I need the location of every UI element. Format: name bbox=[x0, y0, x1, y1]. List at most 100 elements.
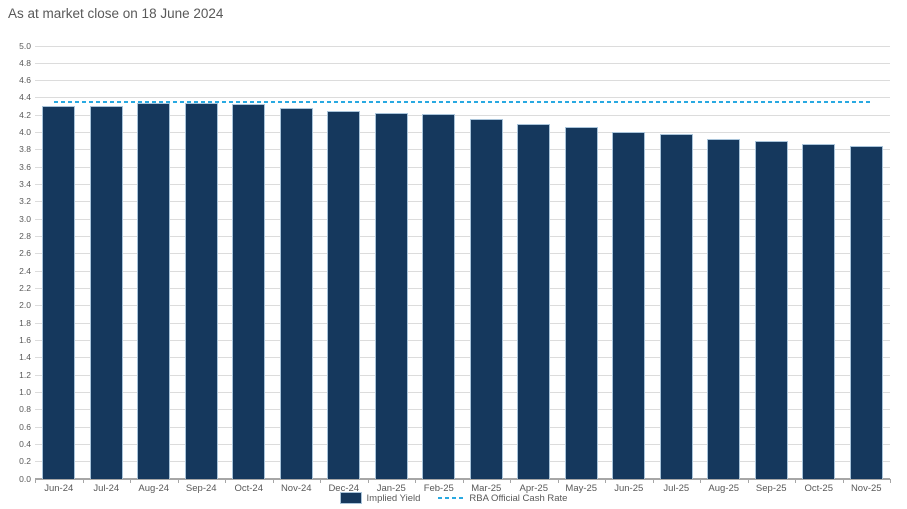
bar-aug-25 bbox=[707, 138, 741, 479]
bar-aug-24 bbox=[137, 103, 171, 479]
y-axis-label-3.6: 3.6 bbox=[19, 161, 31, 172]
plot-area bbox=[35, 45, 890, 480]
legend-label-implied-yield: Implied Yield bbox=[366, 492, 421, 504]
x-axis-tick bbox=[652, 479, 654, 483]
gridline-3.6 bbox=[35, 166, 890, 168]
x-axis-label-dec-24: Dec-24 bbox=[328, 483, 360, 494]
gridline-4.6 bbox=[35, 80, 890, 82]
y-axis-label-2.8: 2.8 bbox=[19, 231, 31, 242]
bar-nov-24 bbox=[279, 107, 313, 479]
y-axis-label-4.2: 4.2 bbox=[19, 109, 31, 120]
y-axis-label-1.4: 1.4 bbox=[19, 352, 31, 363]
gridline-0.6 bbox=[35, 426, 890, 428]
x-axis-tick bbox=[415, 479, 416, 483]
gridline-2.8 bbox=[35, 236, 890, 238]
y-axis-label-4.4: 4.4 bbox=[19, 92, 31, 103]
gridline-3.4 bbox=[35, 184, 890, 186]
gridline-3.8 bbox=[35, 149, 890, 151]
x-axis-tick bbox=[890, 479, 891, 483]
legend-label-rba-cash-rate: RBA Official Cash Rate bbox=[469, 492, 568, 504]
gridline-1.2 bbox=[35, 374, 890, 376]
x-axis-label-jul-24: Jul-24 bbox=[93, 483, 120, 494]
y-axis-label-1.0: 1.0 bbox=[19, 386, 31, 397]
gridline-4.2 bbox=[35, 114, 890, 116]
x-axis-label-apr-25: Apr-25 bbox=[519, 483, 548, 494]
legend-item-implied-yield: Implied Yield bbox=[339, 492, 421, 504]
bar-apr-25 bbox=[517, 123, 551, 479]
y-axis-label-2.2: 2.2 bbox=[19, 282, 31, 293]
chart-title: As at market close on 18 June 2024 bbox=[8, 6, 224, 21]
bar-jun-25 bbox=[612, 131, 646, 479]
x-axis-label-nov-24: Nov-24 bbox=[280, 483, 312, 494]
y-axis-label-0.8: 0.8 bbox=[19, 404, 31, 415]
gridline-1.6 bbox=[35, 339, 890, 341]
y-axis-label-0.6: 0.6 bbox=[19, 421, 31, 432]
x-axis-label-aug-24: Aug-24 bbox=[138, 483, 170, 494]
x-axis-tick bbox=[177, 479, 179, 483]
x-axis-tick bbox=[747, 479, 749, 483]
gridline-1.0 bbox=[35, 391, 890, 393]
y-axis-label-4.8: 4.8 bbox=[19, 57, 31, 68]
bar-dec-24 bbox=[327, 110, 361, 479]
x-axis-tick bbox=[842, 479, 844, 483]
bar-nov-25 bbox=[849, 146, 883, 479]
gridline-1.4 bbox=[35, 357, 890, 359]
gridline-3.2 bbox=[35, 201, 890, 203]
y-axis-label-4.6: 4.6 bbox=[19, 75, 31, 86]
implied-yield-swatch-icon bbox=[339, 492, 362, 504]
chart-legend: Implied Yield RBA Official Cash Rate bbox=[0, 491, 907, 505]
rba-dashed-line-swatch-icon bbox=[438, 497, 465, 499]
y-axis-label-4.0: 4.0 bbox=[19, 127, 31, 138]
x-axis-label-nov-25: Nov-25 bbox=[850, 483, 882, 494]
x-axis-label-sep-25: Sep-25 bbox=[755, 483, 787, 494]
y-axis-label-1.8: 1.8 bbox=[19, 317, 31, 328]
x-axis-tick bbox=[225, 479, 226, 483]
x-axis-tick bbox=[35, 479, 36, 483]
gridline-2.2 bbox=[35, 287, 890, 289]
x-axis-label-may-25: May-25 bbox=[565, 483, 598, 494]
gridline-0.4 bbox=[35, 443, 890, 445]
gridline-2.4 bbox=[35, 270, 890, 272]
y-axis-label-3.2: 3.2 bbox=[19, 196, 31, 207]
x-axis-label-oct-24: Oct-24 bbox=[234, 483, 263, 494]
x-axis-tick bbox=[462, 479, 464, 483]
x-axis-label-feb-25: Feb-25 bbox=[423, 483, 454, 494]
bar-oct-24 bbox=[232, 104, 266, 479]
gridline-4.0 bbox=[35, 132, 890, 134]
x-axis-label-oct-25: Oct-25 bbox=[804, 483, 833, 494]
bar-jul-25 bbox=[659, 134, 693, 479]
x-axis-tick bbox=[82, 479, 84, 483]
bar-feb-25 bbox=[422, 114, 456, 479]
x-axis-label-mar-25: Mar-25 bbox=[471, 483, 502, 494]
gridline-4.4 bbox=[35, 97, 890, 99]
x-axis-label-jan-25: Jan-25 bbox=[376, 483, 406, 494]
x-axis-tick bbox=[605, 479, 606, 483]
y-axis-label-2.0: 2.0 bbox=[19, 300, 31, 311]
y-axis-label-1.6: 1.6 bbox=[19, 334, 31, 345]
rba-cash-rate-line bbox=[53, 101, 872, 104]
x-axis-label-jun-24: Jun-24 bbox=[44, 483, 74, 494]
bar-mar-25 bbox=[469, 118, 503, 479]
y-axis-label-2.4: 2.4 bbox=[19, 265, 31, 276]
x-axis-label-jul-25: Jul-25 bbox=[663, 483, 690, 494]
y-axis-label-1.2: 1.2 bbox=[19, 369, 31, 380]
bar-jan-25 bbox=[374, 112, 408, 479]
gridline-3.0 bbox=[35, 218, 890, 220]
y-axis-label-0.2: 0.2 bbox=[19, 456, 31, 467]
x-axis-tick bbox=[795, 479, 796, 483]
x-axis-label-sep-24: Sep-24 bbox=[185, 483, 217, 494]
y-axis-label-2.6: 2.6 bbox=[19, 248, 31, 259]
bar-oct-25 bbox=[802, 143, 836, 479]
x-axis-tick bbox=[320, 479, 321, 483]
bar-may-25 bbox=[564, 127, 598, 479]
x-axis-tick bbox=[700, 479, 701, 483]
y-axis-label-3.4: 3.4 bbox=[19, 179, 31, 190]
gridline-2.6 bbox=[35, 253, 890, 255]
legend-item-rba-cash-rate: RBA Official Cash Rate bbox=[438, 493, 567, 504]
x-axis-tick bbox=[130, 479, 131, 483]
gridline-5.0 bbox=[35, 45, 890, 47]
gridline-0.2 bbox=[35, 461, 890, 463]
gridline-1.8 bbox=[35, 322, 890, 324]
y-axis-label-3.0: 3.0 bbox=[19, 213, 31, 224]
